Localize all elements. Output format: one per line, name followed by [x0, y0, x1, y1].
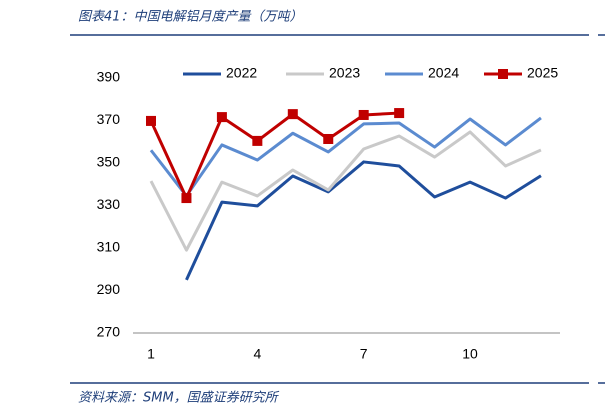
series-line	[149, 111, 400, 200]
series-line	[185, 160, 542, 281]
point-marker	[323, 133, 334, 144]
point-marker	[252, 135, 263, 146]
y-tick-label: 350	[97, 154, 121, 170]
point-marker	[358, 109, 369, 120]
x-tick-label: 1	[147, 346, 155, 362]
legend-label: 2022	[226, 65, 257, 81]
y-tick-label: 370	[97, 111, 121, 127]
legend-label: 2023	[329, 65, 360, 81]
series-line	[149, 130, 542, 252]
y-tick-label: 330	[97, 196, 121, 212]
x-tick-label: 4	[253, 346, 261, 362]
point-marker	[394, 108, 405, 119]
x-tick-label: 7	[360, 346, 368, 362]
y-tick-label: 290	[97, 281, 121, 297]
point-marker	[216, 112, 227, 123]
legend-marker	[498, 69, 508, 79]
legend-label: 2025	[527, 65, 558, 81]
point-marker	[181, 193, 192, 204]
y-tick-label: 390	[97, 69, 121, 85]
series-line	[149, 116, 542, 198]
y-tick-label: 270	[97, 324, 121, 340]
point-marker	[146, 115, 156, 126]
legend-label: 2024	[428, 65, 459, 81]
x-tick-label: 10	[462, 346, 478, 362]
y-tick-label: 310	[97, 239, 121, 255]
source-note: 资料来源：SMM，国盛证券研究所	[78, 390, 280, 406]
point-marker	[287, 109, 298, 120]
chart-title: 图表41：中国电解铝月度产量（万吨）	[78, 9, 303, 25]
